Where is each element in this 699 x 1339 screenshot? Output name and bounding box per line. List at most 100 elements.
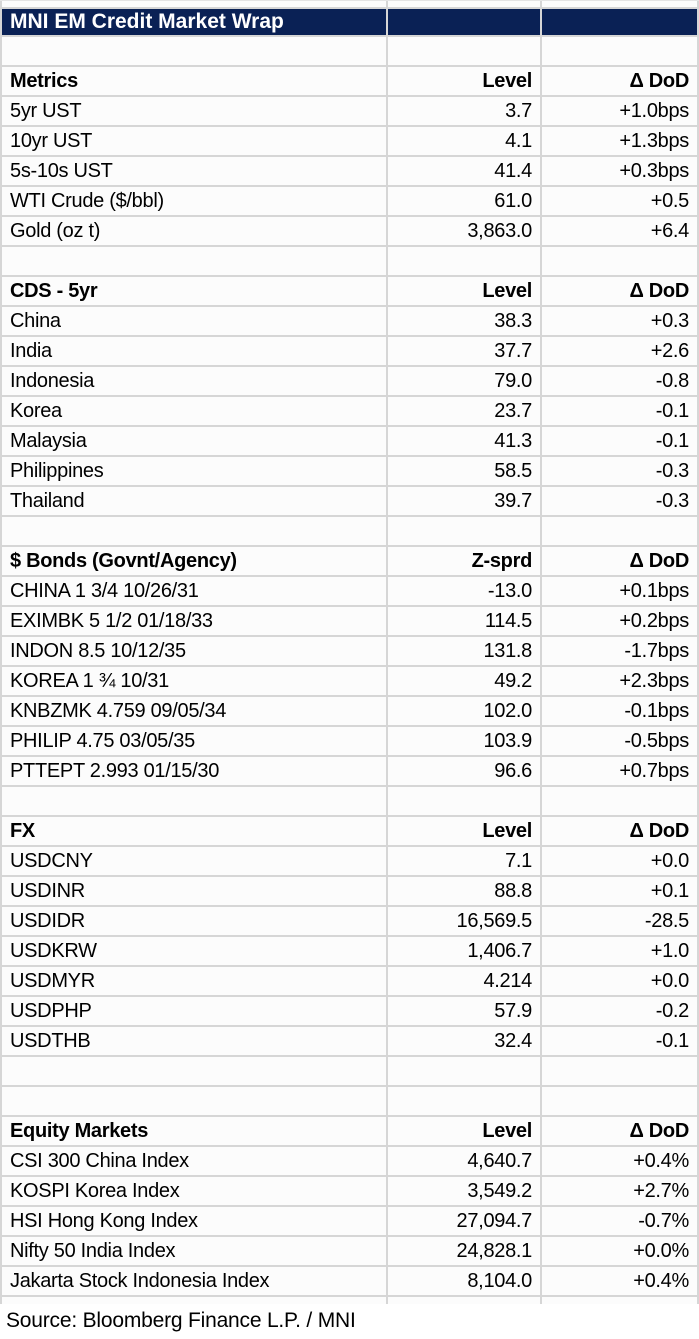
row-label: USDPHP	[0, 997, 388, 1025]
row-value: 3,549.2	[388, 1177, 542, 1205]
cell	[388, 1057, 542, 1085]
row-change: +0.0	[542, 847, 699, 875]
row-change: -0.1	[542, 1027, 699, 1055]
row-change: +2.6	[542, 337, 699, 365]
table-row: KNBZMK 4.759 09/05/34 102.0 -0.1bps	[0, 697, 699, 727]
table-row: WTI Crude ($/bbl) 61.0 +0.5	[0, 187, 699, 217]
section-header-row: FX Level Δ DoD	[0, 817, 699, 847]
table-row: Jakarta Stock Indonesia Index 8,104.0 +0.4…	[0, 1267, 699, 1297]
row-label: WTI Crude ($/bbl)	[0, 187, 388, 215]
table-row: Nifty 50 India Index 24,828.1 +0.0%	[0, 1237, 699, 1267]
blank-row	[0, 787, 699, 817]
section-header-row: CDS - 5yr Level Δ DoD	[0, 277, 699, 307]
row-value: 79.0	[388, 367, 542, 395]
row-change: +1.0	[542, 937, 699, 965]
cell	[0, 1087, 388, 1115]
column-header-change: Δ DoD	[542, 1117, 699, 1145]
table-row: India 37.7 +2.6	[0, 337, 699, 367]
row-change: -0.2	[542, 997, 699, 1025]
row-label: USDIDR	[0, 907, 388, 935]
table-row: Indonesia 79.0 -0.8	[0, 367, 699, 397]
cell	[542, 37, 699, 65]
row-value: 49.2	[388, 667, 542, 695]
row-label: Indonesia	[0, 367, 388, 395]
blank-row	[0, 1087, 699, 1117]
column-header-change: Δ DoD	[542, 67, 699, 95]
row-label: 5yr UST	[0, 97, 388, 125]
cell	[388, 517, 542, 545]
table-row: KOREA 1 ¾ 10/31 49.2 +2.3bps	[0, 667, 699, 697]
cell	[542, 517, 699, 545]
row-label: EXIMBK 5 1/2 01/18/33	[0, 607, 388, 635]
row-change: +0.7bps	[542, 757, 699, 785]
row-change: +0.5	[542, 187, 699, 215]
row-label: 5s-10s UST	[0, 157, 388, 185]
row-value: 88.8	[388, 877, 542, 905]
row-change: -28.5	[542, 907, 699, 935]
table-row: China 38.3 +0.3	[0, 307, 699, 337]
row-value: -13.0	[388, 577, 542, 605]
blank-row	[0, 37, 699, 67]
row-value: 96.6	[388, 757, 542, 785]
row-label: HSI Hong Kong Index	[0, 1207, 388, 1235]
cell	[0, 37, 388, 65]
title-bar: MNI EM Credit Market Wrap	[0, 9, 699, 37]
row-change: +1.3bps	[542, 127, 699, 155]
row-change: +0.0	[542, 967, 699, 995]
row-value: 58.5	[388, 457, 542, 485]
row-change: +0.1bps	[542, 577, 699, 605]
column-header-change: Δ DoD	[542, 547, 699, 575]
table-row: 5yr UST 3.7 +1.0bps	[0, 97, 699, 127]
row-value: 4.214	[388, 967, 542, 995]
market-wrap-table: MNI EM Credit Market Wrap Metrics Level Δ D…	[0, 0, 699, 1304]
column-header-value: Level	[388, 277, 542, 305]
cell	[388, 1, 542, 7]
row-label: USDCNY	[0, 847, 388, 875]
row-value: 23.7	[388, 397, 542, 425]
cell	[388, 1297, 542, 1304]
row-value: 8,104.0	[388, 1267, 542, 1295]
row-value: 3.7	[388, 97, 542, 125]
row-value: 7.1	[388, 847, 542, 875]
row-change: -0.1bps	[542, 697, 699, 725]
section-title: FX	[0, 817, 388, 845]
row-value: 32.4	[388, 1027, 542, 1055]
table-row: Gold (oz t) 3,863.0 +6.4	[0, 217, 699, 247]
row-value: 57.9	[388, 997, 542, 1025]
row-change: +0.4%	[542, 1267, 699, 1295]
cell	[542, 1297, 699, 1304]
blank-row	[0, 247, 699, 277]
row-change: -0.5bps	[542, 727, 699, 755]
section-header-row: $ Bonds (Govnt/Agency) Z-sprd Δ DoD	[0, 547, 699, 577]
row-value: 27,094.7	[388, 1207, 542, 1235]
row-label: Thailand	[0, 487, 388, 515]
section-title: Equity Markets	[0, 1117, 388, 1145]
table-row: Thailand 39.7 -0.3	[0, 487, 699, 517]
row-value: 16,569.5	[388, 907, 542, 935]
row-value: 37.7	[388, 337, 542, 365]
row-label: Philippines	[0, 457, 388, 485]
row-change: -0.1	[542, 397, 699, 425]
table-row: Korea 23.7 -0.1	[0, 397, 699, 427]
table-row: Philippines 58.5 -0.3	[0, 457, 699, 487]
section-header-row: Equity Markets Level Δ DoD	[0, 1117, 699, 1147]
row-change: -0.1	[542, 427, 699, 455]
row-label: USDINR	[0, 877, 388, 905]
row-value: 102.0	[388, 697, 542, 725]
cell	[542, 1057, 699, 1085]
column-header-change: Δ DoD	[542, 277, 699, 305]
row-label: 10yr UST	[0, 127, 388, 155]
row-label: PTTEPT 2.993 01/15/30	[0, 757, 388, 785]
cell	[0, 247, 388, 275]
cell	[388, 787, 542, 815]
row-change: -0.7%	[542, 1207, 699, 1235]
blank-row	[0, 1057, 699, 1087]
table-row: USDKRW 1,406.7 +1.0	[0, 937, 699, 967]
table-row: 5s-10s UST 41.4 +0.3bps	[0, 157, 699, 187]
cell	[388, 247, 542, 275]
row-change: -1.7bps	[542, 637, 699, 665]
row-change: +6.4	[542, 217, 699, 245]
row-value: 4.1	[388, 127, 542, 155]
row-label: Jakarta Stock Indonesia Index	[0, 1267, 388, 1295]
cell	[0, 1297, 388, 1304]
